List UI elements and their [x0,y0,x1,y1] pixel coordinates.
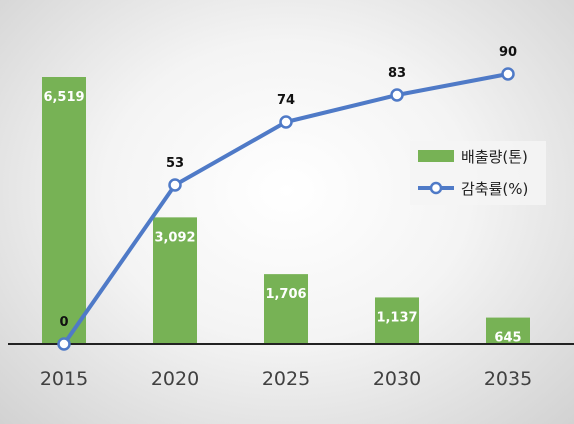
x-tick-2035: 2035 [484,368,532,390]
line-data-labels: 0 53 74 83 90 [59,45,517,330]
line-series-points [57,67,515,351]
bar-label-2025: 1,706 [265,287,306,302]
legend: 배출량(톤) 감축률(%) [410,141,546,205]
line-point-2020 [168,178,182,192]
line-point-2025 [279,115,293,129]
bar-2020 [153,217,197,344]
x-tick-2020: 2020 [151,368,199,390]
line-label-2035: 90 [499,45,517,60]
legend-label-bar: 배출량(톤) [461,148,528,166]
bar-2015 [42,77,86,344]
line-label-2030: 83 [388,66,406,81]
bar-label-2015: 6,519 [43,90,84,105]
bar-2035 [486,317,530,344]
legend-label-line: 감축률(%) [461,180,528,198]
x-tick-2030: 2030 [373,368,421,390]
bar-2025 [264,274,308,344]
bar-label-2030: 1,137 [376,310,417,325]
x-tick-2015: 2015 [40,368,88,390]
x-tick-2025: 2025 [262,368,310,390]
line-label-2015: 0 [59,315,68,330]
line-point-2030 [390,88,404,102]
legend-swatch-marker [429,181,443,195]
bar-2030 [375,297,419,344]
bar-label-2020: 3,092 [154,230,195,245]
bar-label-2035: 645 [494,331,521,346]
line-point-2015 [57,337,71,351]
line-point-2035 [501,67,515,81]
line-label-2025: 74 [277,93,295,108]
legend-swatch-bar [418,150,454,162]
bar-series [42,77,530,344]
line-label-2020: 53 [166,156,184,171]
x-axis-tick-labels: 2015 2020 2025 2030 2035 [40,368,532,390]
bar-data-labels: 6,519 3,092 1,706 1,137 645 [43,90,521,346]
